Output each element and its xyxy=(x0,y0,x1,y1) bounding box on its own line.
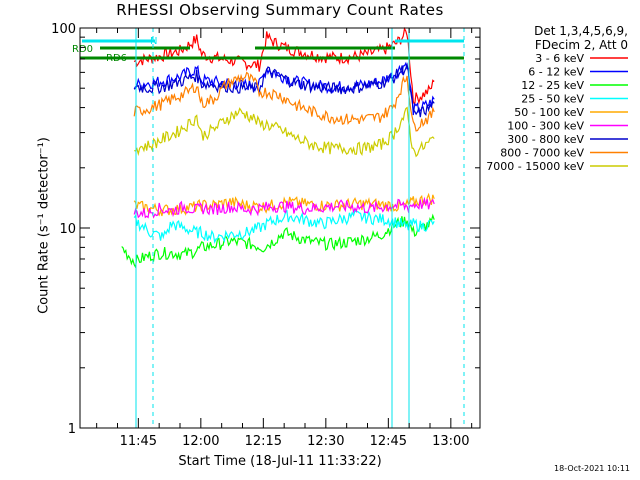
y-tick-label: 100 xyxy=(51,22,76,37)
flag-label-rd6: RD6 xyxy=(106,53,127,64)
x-tick-label: 12:45 xyxy=(370,434,407,449)
legend-label: 25 - 50 keV xyxy=(521,93,584,106)
x-tick-label: 12:00 xyxy=(182,434,219,449)
series-line-4 xyxy=(133,192,435,217)
series-line-6 xyxy=(133,62,435,118)
series-line-2 xyxy=(121,213,435,270)
series-line-7 xyxy=(133,71,435,132)
legend-label: 7000 - 15000 keV xyxy=(486,160,584,173)
legend-label: 50 - 100 keV xyxy=(514,106,584,119)
x-tick-label: 12:15 xyxy=(245,434,282,449)
legend-label: 800 - 7000 keV xyxy=(500,147,584,160)
flag-label-n: N xyxy=(150,36,157,47)
series-line-0 xyxy=(133,26,435,107)
legend-label: 6 - 12 keV xyxy=(528,66,584,79)
legend-label: 100 - 300 keV xyxy=(507,120,584,133)
y-tick-label: 10 xyxy=(59,222,76,237)
x-axis-label: Start Time (18-Jul-11 11:33:22) xyxy=(178,454,382,469)
chart-title: RHESSI Observing Summary Count Rates xyxy=(116,1,444,19)
legend-label: 12 - 25 keV xyxy=(521,79,584,92)
series-line-3 xyxy=(133,209,435,245)
legend-header-line-1: Det 1,3,4,5,6,9, xyxy=(534,24,628,38)
y-axis-label: Count Rate (s⁻¹ detector⁻¹) xyxy=(36,137,52,314)
x-tick-label: 13:00 xyxy=(432,434,469,449)
y-tick-label: 1 xyxy=(68,422,76,437)
x-tick-label: 12:30 xyxy=(307,434,344,449)
legend-label: 3 - 6 keV xyxy=(535,52,584,65)
legend-header: Det 1,3,4,5,6,9, FDecim 2, Att 0 xyxy=(458,24,628,52)
legend-label: 300 - 800 keV xyxy=(507,133,584,146)
series-line-5 xyxy=(133,196,435,219)
legend-header-line-2: FDecim 2, Att 0 xyxy=(534,38,628,52)
flag-label-rd0: RD0 xyxy=(72,44,93,55)
series-line-8 xyxy=(134,106,435,158)
timestamp: 18-Oct-2021 10:11 xyxy=(554,464,630,473)
x-tick-label: 11:45 xyxy=(120,434,157,449)
